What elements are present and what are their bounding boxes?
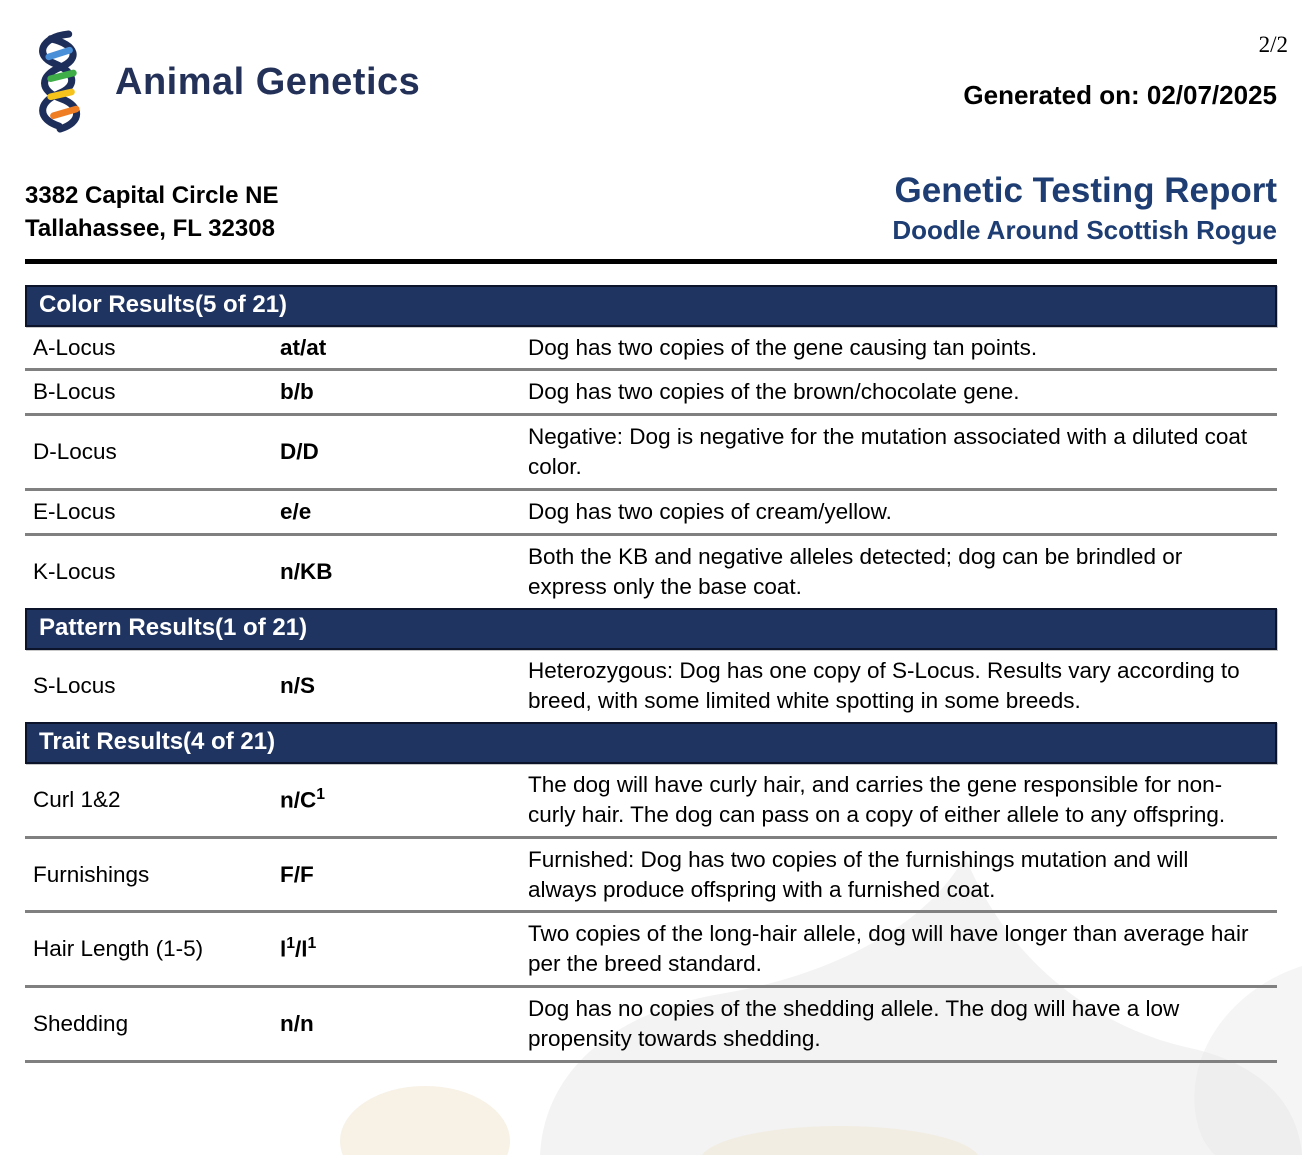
locus-name: Hair Length (1-5) [33, 936, 204, 962]
locus-name: A-Locus [33, 334, 116, 360]
result-value: n/S [280, 672, 316, 698]
result-row: E-Locus e/e Dog has two copies of cream/… [25, 491, 1277, 537]
result-row: Shedding n/n Dog has no copies of the sh… [25, 988, 1277, 1064]
result-row: Hair Length (1-5) l1/l1 Two copies of th… [25, 913, 1277, 989]
report-title: Genetic Testing Report [894, 171, 1277, 210]
brand-name: Animal Genetics [115, 60, 421, 103]
result-value: n/n [280, 1011, 314, 1037]
results-sections: Color Results(5 of 21) A-Locus at/at Dog… [25, 284, 1277, 1064]
section-title: Pattern Results(1 of 21) [39, 613, 308, 641]
result-value: l1/l1 [280, 935, 317, 962]
result-value: D/D [280, 439, 319, 465]
locus-name: E-Locus [33, 499, 116, 525]
info-row: 3382 Capital Circle NE Tallahassee, FL 3… [25, 171, 1277, 246]
result-value: e/e [280, 499, 312, 525]
locus-name: B-Locus [33, 379, 116, 405]
result-description: Two copies of the long-hair allele, dog … [528, 921, 1249, 977]
brand: Animal Genetics [25, 26, 420, 138]
result-row: K-Locus n/KB Both the KB and negative al… [25, 536, 1277, 608]
result-row: S-Locus n/S Heterozygous: Dog has one co… [25, 650, 1277, 722]
result-description: Dog has two copies of the gene causing t… [528, 334, 1038, 360]
result-value: n/KB [280, 559, 333, 585]
result-section: Color Results(5 of 21) A-Locus at/at Dog… [25, 284, 1277, 608]
result-description: Heterozygous: Dog has one copy of S-Locu… [528, 657, 1240, 713]
report-page: 2/2 Animal Genetics Generated on: 02/07/… [0, 26, 1302, 1064]
result-description: Both the KB and negative alleles detecte… [528, 544, 1183, 600]
lab-address: 3382 Capital Circle NE Tallahassee, FL 3… [25, 179, 278, 245]
result-description: Dog has no copies of the shedding allele… [528, 996, 1180, 1052]
section-rows: S-Locus n/S Heterozygous: Dog has one co… [25, 650, 1277, 722]
section-title: Trait Results(4 of 21) [39, 727, 276, 755]
result-row: A-Locus at/at Dog has two copies of the … [25, 327, 1277, 372]
result-row: B-Locus b/b Dog has two copies of the br… [25, 371, 1277, 417]
header-divider [25, 258, 1277, 264]
section-header-bar: Pattern Results(1 of 21) [25, 607, 1277, 650]
result-row: Curl 1&2 n/C1 The dog will have curly ha… [25, 764, 1277, 839]
result-value: at/at [280, 334, 327, 360]
section-header-bar: Color Results(5 of 21) [25, 284, 1277, 327]
report-subject-name: Doodle Around Scottish Rogue [892, 214, 1277, 245]
address-line-2: Tallahassee, FL 32308 [25, 215, 275, 243]
result-value: F/F [280, 861, 314, 887]
address-line-1: 3382 Capital Circle NE [25, 182, 279, 210]
result-description: Dog has two copies of the brown/chocolat… [528, 379, 1020, 405]
result-section: Pattern Results(1 of 21) S-Locus n/S Het… [25, 607, 1277, 722]
locus-name: Furnishings [33, 861, 150, 887]
result-description: The dog will have curly hair, and carrie… [528, 771, 1226, 827]
section-header-bar: Trait Results(4 of 21) [25, 721, 1277, 764]
section-title: Color Results(5 of 21) [39, 290, 288, 318]
result-row: Furnishings F/F Furnished: Dog has two c… [25, 839, 1277, 914]
locus-name: S-Locus [33, 672, 116, 698]
result-value: n/C1 [280, 785, 326, 813]
report-heading: Genetic Testing Report Doodle Around Sco… [892, 171, 1277, 246]
result-row: D-Locus D/D Negative: Dog is negative fo… [25, 416, 1277, 492]
result-value: b/b [280, 379, 314, 405]
page-header: Animal Genetics Generated on: 02/07/2025 [25, 26, 1277, 138]
result-description: Furnished: Dog has two copies of the fur… [528, 846, 1189, 902]
result-description: Dog has two copies of cream/yellow. [528, 499, 892, 525]
section-rows: A-Locus at/at Dog has two copies of the … [25, 327, 1277, 608]
page-number: 2/2 [1258, 32, 1288, 57]
generated-date: Generated on: 02/07/2025 [963, 79, 1277, 110]
result-section: Trait Results(4 of 21) Curl 1&2 n/C1 The… [25, 721, 1277, 1064]
result-description: Negative: Dog is negative for the mutati… [528, 424, 1248, 480]
locus-name: D-Locus [33, 439, 117, 465]
section-rows: Curl 1&2 n/C1 The dog will have curly ha… [25, 764, 1277, 1064]
locus-name: Shedding [33, 1011, 129, 1037]
locus-name: Curl 1&2 [33, 786, 121, 812]
locus-name: K-Locus [33, 559, 116, 585]
dna-helix-icon [39, 30, 81, 133]
